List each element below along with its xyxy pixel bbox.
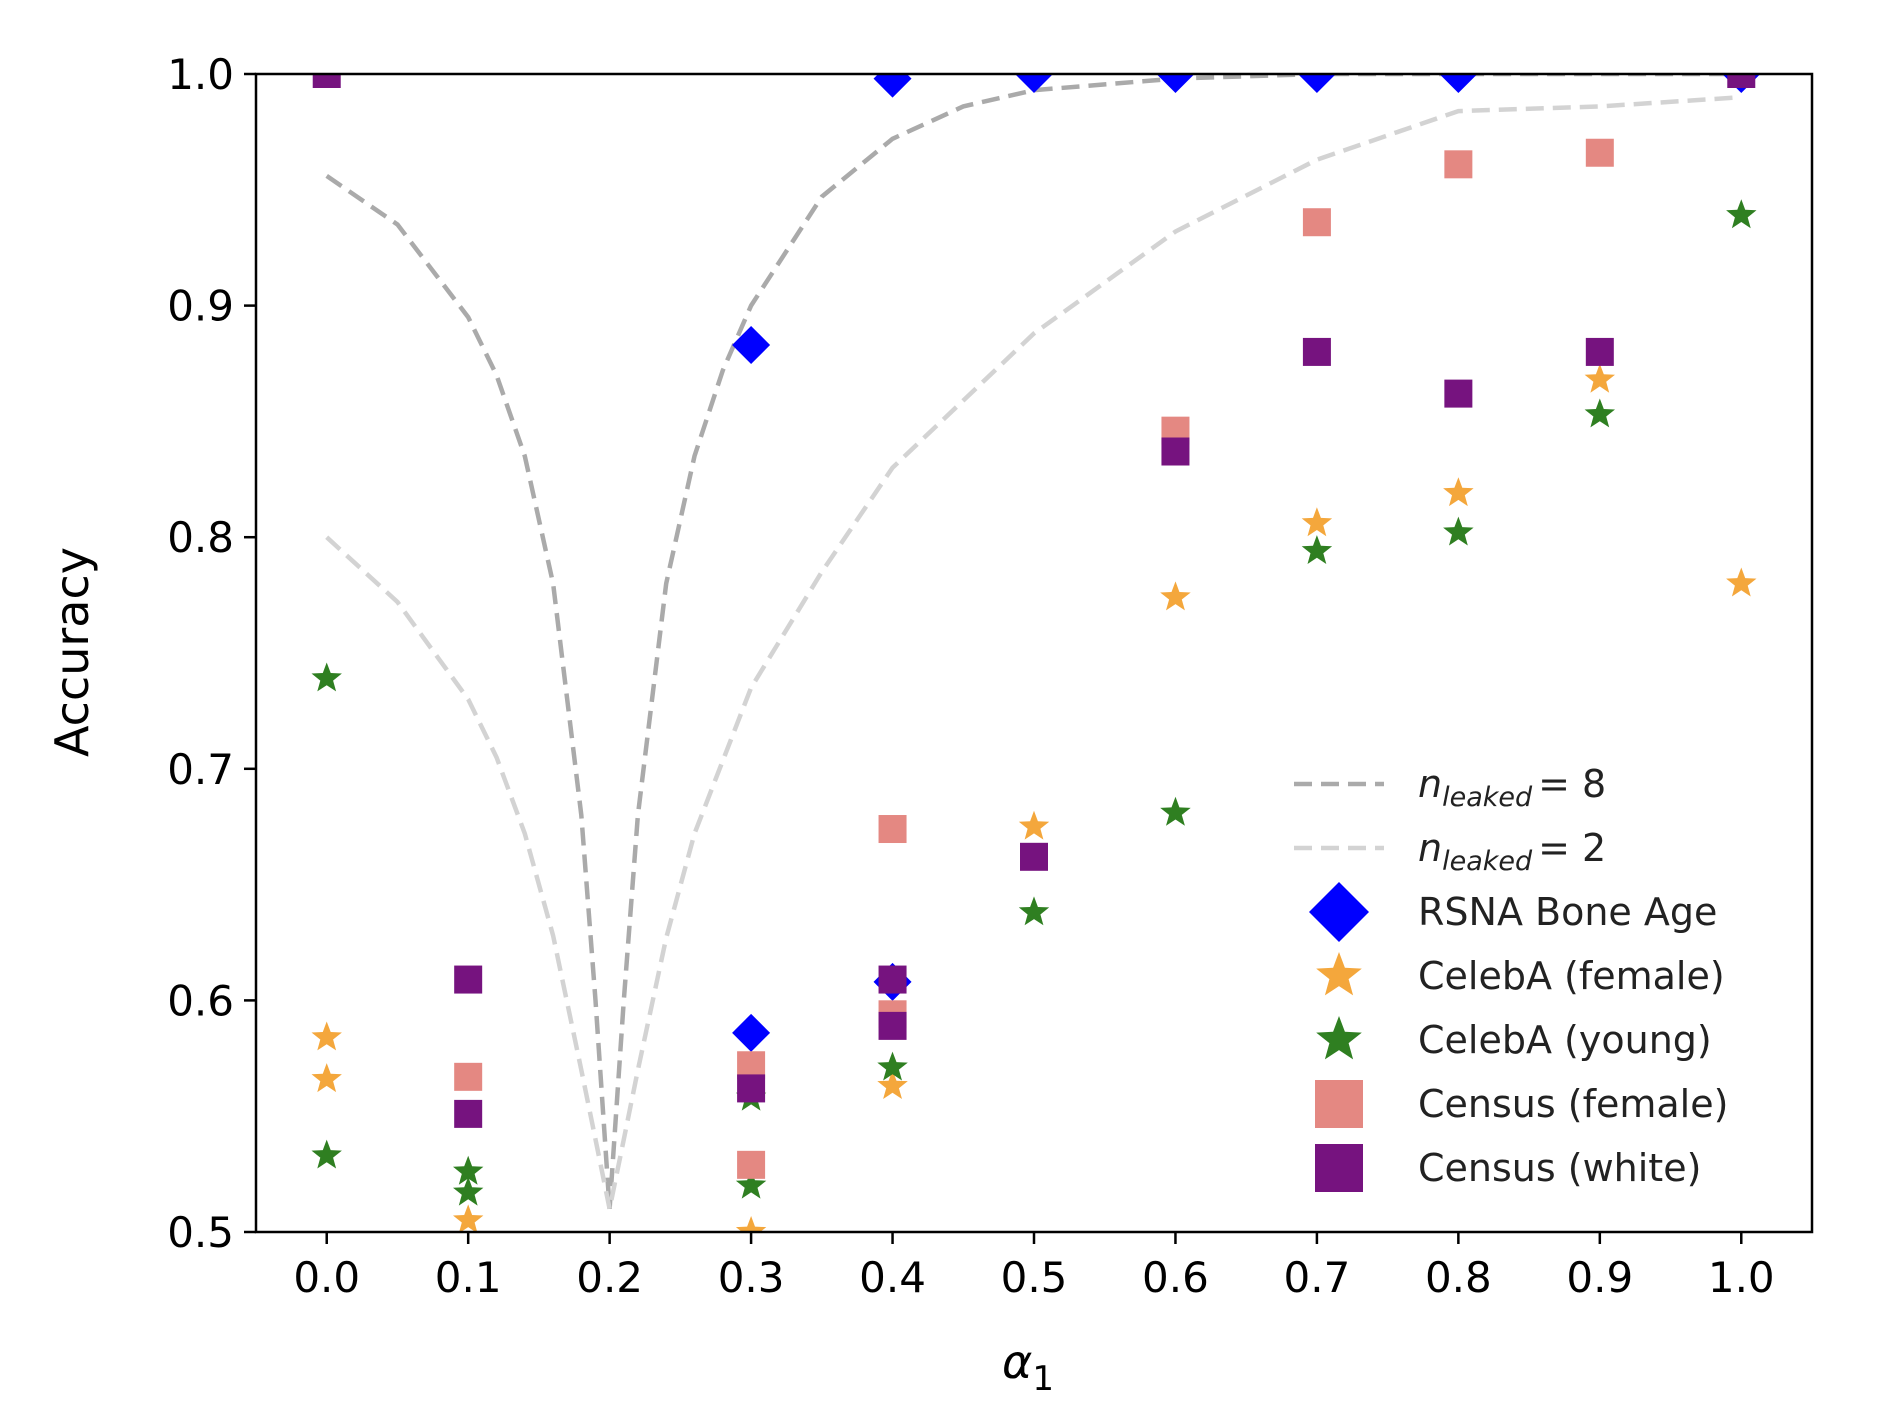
data-point — [453, 1176, 484, 1206]
data-point — [878, 815, 907, 844]
y-tick-label: 0.7 — [167, 745, 234, 794]
legend-entry-label: CelebA (female) — [1418, 954, 1725, 998]
reference-curve-2 — [325, 94, 1742, 1210]
data-point — [1727, 74, 1756, 88]
x-tick-label: 0.1 — [435, 1253, 502, 1302]
x-tick-label: 0.3 — [718, 1253, 785, 1302]
data-point — [1444, 379, 1473, 408]
y-tick-label: 1.0 — [167, 50, 234, 99]
legend-entry-label: nleaked = 8 — [1418, 762, 1606, 813]
legend-label-suffix: = 8 — [1538, 762, 1606, 806]
legend-label-suffix: = 2 — [1538, 826, 1606, 870]
data-point — [1156, 74, 1195, 93]
x-axis-label: α1 — [1002, 1335, 1054, 1399]
data-points — [311, 74, 1761, 1232]
x-tick-label: 0.4 — [859, 1253, 926, 1302]
data-point — [1161, 437, 1190, 466]
data-point — [1302, 337, 1331, 366]
data-point — [454, 965, 483, 994]
data-point — [1443, 477, 1474, 507]
legend-label-base: n — [1418, 826, 1442, 870]
data-point — [732, 1013, 771, 1052]
x-axis-label-main: α — [1002, 1335, 1032, 1389]
data-point — [1301, 507, 1333, 537]
legend-marker — [1309, 882, 1369, 942]
y-tick-label: 0.9 — [167, 282, 234, 331]
legend-label-sub: leaked — [1442, 846, 1533, 877]
y-tick-label: 0.8 — [167, 513, 234, 562]
y-axis-label: Accuracy — [45, 547, 99, 757]
x-axis-label-subscript: 1 — [1032, 1359, 1054, 1399]
data-point — [311, 1021, 342, 1051]
data-point — [877, 1051, 908, 1081]
data-point — [1584, 363, 1615, 393]
data-point — [878, 965, 907, 994]
data-point — [737, 1150, 766, 1179]
data-point — [737, 1074, 766, 1103]
legend-entry-label: Census (female) — [1418, 1082, 1728, 1126]
data-point — [1444, 150, 1473, 179]
legend-label-sub: leaked — [1442, 782, 1533, 813]
data-point — [1726, 567, 1757, 597]
data-point — [454, 1099, 483, 1128]
reference-curves — [325, 74, 1742, 1210]
data-point — [311, 1139, 342, 1169]
data-point — [453, 1155, 484, 1185]
data-point — [1585, 337, 1614, 366]
legend-entry-label: Census (white) — [1418, 1146, 1701, 1190]
data-point — [453, 1204, 484, 1232]
data-point — [735, 1169, 767, 1199]
data-point — [1160, 581, 1191, 611]
y-tick-label: 0.6 — [167, 976, 234, 1025]
x-tick-label: 0.2 — [576, 1253, 643, 1302]
legend-label-base: n — [1418, 762, 1442, 806]
legend-marker — [1315, 1144, 1363, 1192]
legend-entry-label: nleaked = 2 — [1418, 826, 1606, 877]
series-5 — [312, 74, 1756, 1128]
data-point — [735, 1216, 767, 1232]
legend-marker — [1316, 952, 1362, 996]
data-point — [1297, 74, 1336, 93]
x-tick-label: 0.8 — [1425, 1253, 1492, 1302]
series-3 — [311, 199, 1757, 1206]
data-point — [1584, 398, 1615, 428]
data-point — [732, 325, 771, 364]
data-point — [1439, 74, 1478, 93]
data-point — [1160, 796, 1191, 826]
series-4 — [454, 138, 1614, 1179]
reference-curve-1 — [325, 74, 1742, 1209]
data-point — [1443, 516, 1474, 546]
data-point — [877, 1070, 908, 1099]
axis-ticks: 0.0 0.1 0.2 0.3 0.4 0.5 0.6 0.7 0.8 0.9 1.0 0.5 0.6 0… — [167, 50, 1774, 1302]
data-point — [873, 74, 912, 98]
x-tick-label: 1.0 — [1708, 1253, 1775, 1302]
data-point — [454, 1062, 483, 1091]
data-point — [1018, 810, 1050, 840]
legend-entry-label: CelebA (young) — [1418, 1018, 1712, 1062]
data-point — [1726, 199, 1757, 229]
data-point — [1015, 74, 1053, 93]
data-point — [311, 662, 342, 692]
data-point — [1020, 842, 1048, 871]
x-tick-label: 0.5 — [1001, 1253, 1068, 1302]
data-point — [878, 1011, 907, 1040]
data-point — [312, 74, 341, 88]
legend-marker — [1316, 1016, 1362, 1060]
x-tick-label: 0.9 — [1566, 1253, 1633, 1302]
data-point — [311, 1063, 342, 1093]
y-tick-label: 0.5 — [167, 1208, 234, 1257]
data-point — [1302, 208, 1331, 237]
legend-marker — [1315, 1080, 1363, 1128]
data-point — [1301, 535, 1333, 564]
data-point — [1585, 138, 1614, 167]
x-tick-label: 0.6 — [1142, 1253, 1209, 1302]
data-point — [1018, 896, 1050, 926]
series-2 — [311, 363, 1757, 1232]
x-tick-label: 0.7 — [1284, 1253, 1351, 1302]
legend-entry-label: RSNA Bone Age — [1418, 890, 1717, 934]
x-tick-label: 0.0 — [293, 1253, 360, 1302]
